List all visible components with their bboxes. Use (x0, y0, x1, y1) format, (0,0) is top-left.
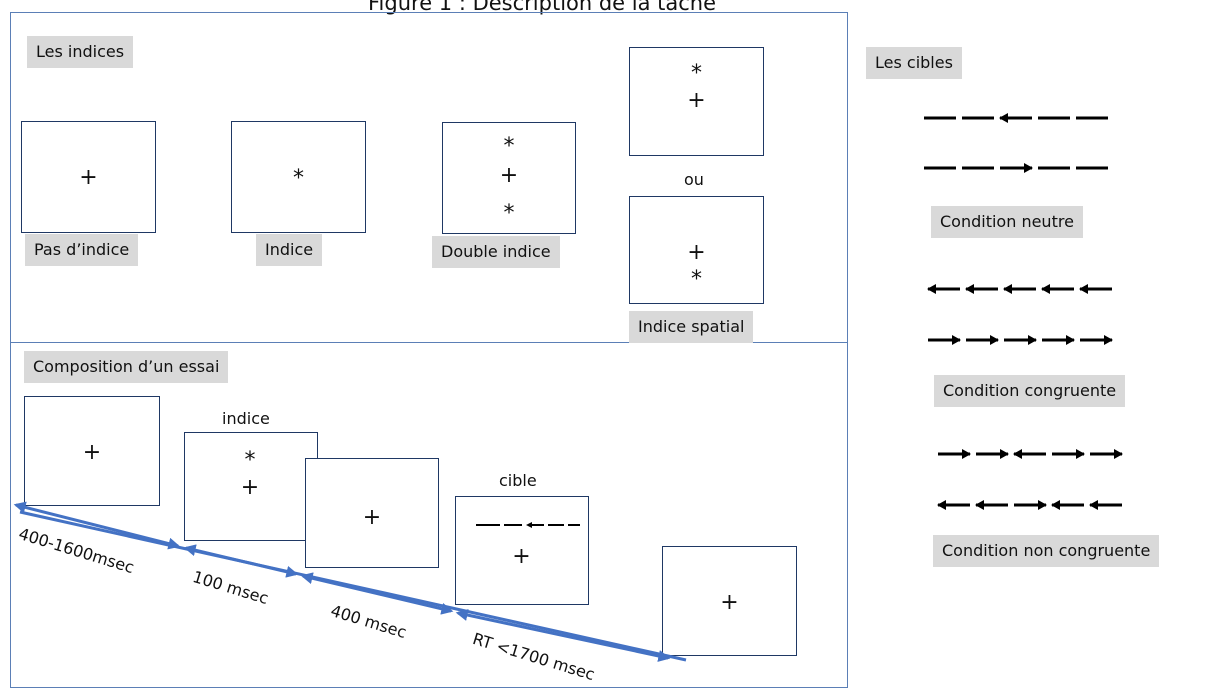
cue-box: * (231, 121, 366, 233)
or-text: ou (684, 170, 704, 189)
trial-cue-cross: + (240, 475, 260, 500)
trial-heading: Composition d’un essai (24, 351, 229, 383)
spatial-lower-star: * (691, 267, 702, 292)
no-cue-label: Pas d’indice (25, 234, 139, 266)
double-cue-label: Double indice (432, 236, 560, 268)
arrow-head (1089, 500, 1098, 510)
arrow-target-head (526, 522, 532, 528)
timeline-arrow-fixation (13, 501, 181, 550)
double-cue-cross: + (499, 163, 519, 188)
double-cue-bottom-star: * (503, 201, 515, 226)
arrow-head (1003, 284, 1012, 294)
double-cue-box: * + * (442, 122, 576, 234)
arrow-head (1041, 284, 1050, 294)
spatial-cue-label: Indice spatial (629, 311, 754, 343)
targets-heading: Les cibles (866, 47, 962, 79)
spatial-cue-upper-box: * + (629, 47, 764, 156)
trial-target-arrows (476, 522, 580, 528)
trial-frame-fixation-2: + (305, 458, 439, 568)
cue-label: Indice (256, 234, 323, 266)
incongruent-label: Condition non congruente (933, 535, 1160, 567)
arrow-head (1000, 449, 1009, 459)
arrow-head (937, 500, 946, 510)
figure-title: Figure 1 : Description de la tâche (368, 0, 717, 15)
timeline-arrow-response (455, 609, 671, 662)
neutral-label: Condition neutre (931, 206, 1083, 238)
arrow-head (990, 335, 999, 345)
cues-heading: Les indices (27, 36, 134, 68)
arrow-head (1051, 500, 1060, 510)
arrow-head (1079, 284, 1088, 294)
fixation-cross: + (79, 165, 98, 190)
trial-frame-target: + (455, 496, 589, 605)
arrow-head (999, 113, 1008, 123)
arrow-head (1028, 335, 1037, 345)
spatial-lower-cross: + (687, 240, 706, 265)
spatial-upper-star: * (691, 61, 702, 86)
trial-target-cross: + (512, 544, 531, 569)
arrow-head (1114, 449, 1123, 459)
arrow-head (1038, 500, 1047, 510)
arrow-head (1066, 335, 1075, 345)
congruent-label: Condition congruente (934, 375, 1126, 407)
arrow-head (952, 335, 961, 345)
arrow-head (927, 284, 936, 294)
arrow-head (1104, 335, 1113, 345)
no-cue-box: + (21, 121, 156, 233)
arrow-head (975, 500, 984, 510)
fixation-cross: + (720, 590, 739, 615)
cue-star: * (293, 166, 304, 191)
arrow-head (962, 449, 971, 459)
trial-cue-star: * (244, 448, 256, 473)
fixation-cross: + (82, 440, 102, 465)
fixation-cross: + (362, 505, 382, 530)
arrow-head (1024, 163, 1033, 173)
arrow-head (1076, 449, 1085, 459)
timeline-arrow-outline (19, 510, 687, 662)
panel-divider-vertical (847, 12, 848, 688)
double-cue-top-star: * (503, 134, 515, 159)
trial-frame-fixation-1: + (24, 396, 160, 506)
arrow-head (965, 284, 974, 294)
target-caption: cible (499, 471, 537, 490)
spatial-cue-lower-box: + * (629, 196, 764, 304)
arrow-head (1013, 449, 1022, 459)
cue-caption: indice (222, 409, 270, 428)
trial-frame-fixation-3: + (662, 546, 797, 656)
spatial-upper-cross: + (687, 88, 706, 113)
panel-divider-horizontal (10, 342, 848, 343)
